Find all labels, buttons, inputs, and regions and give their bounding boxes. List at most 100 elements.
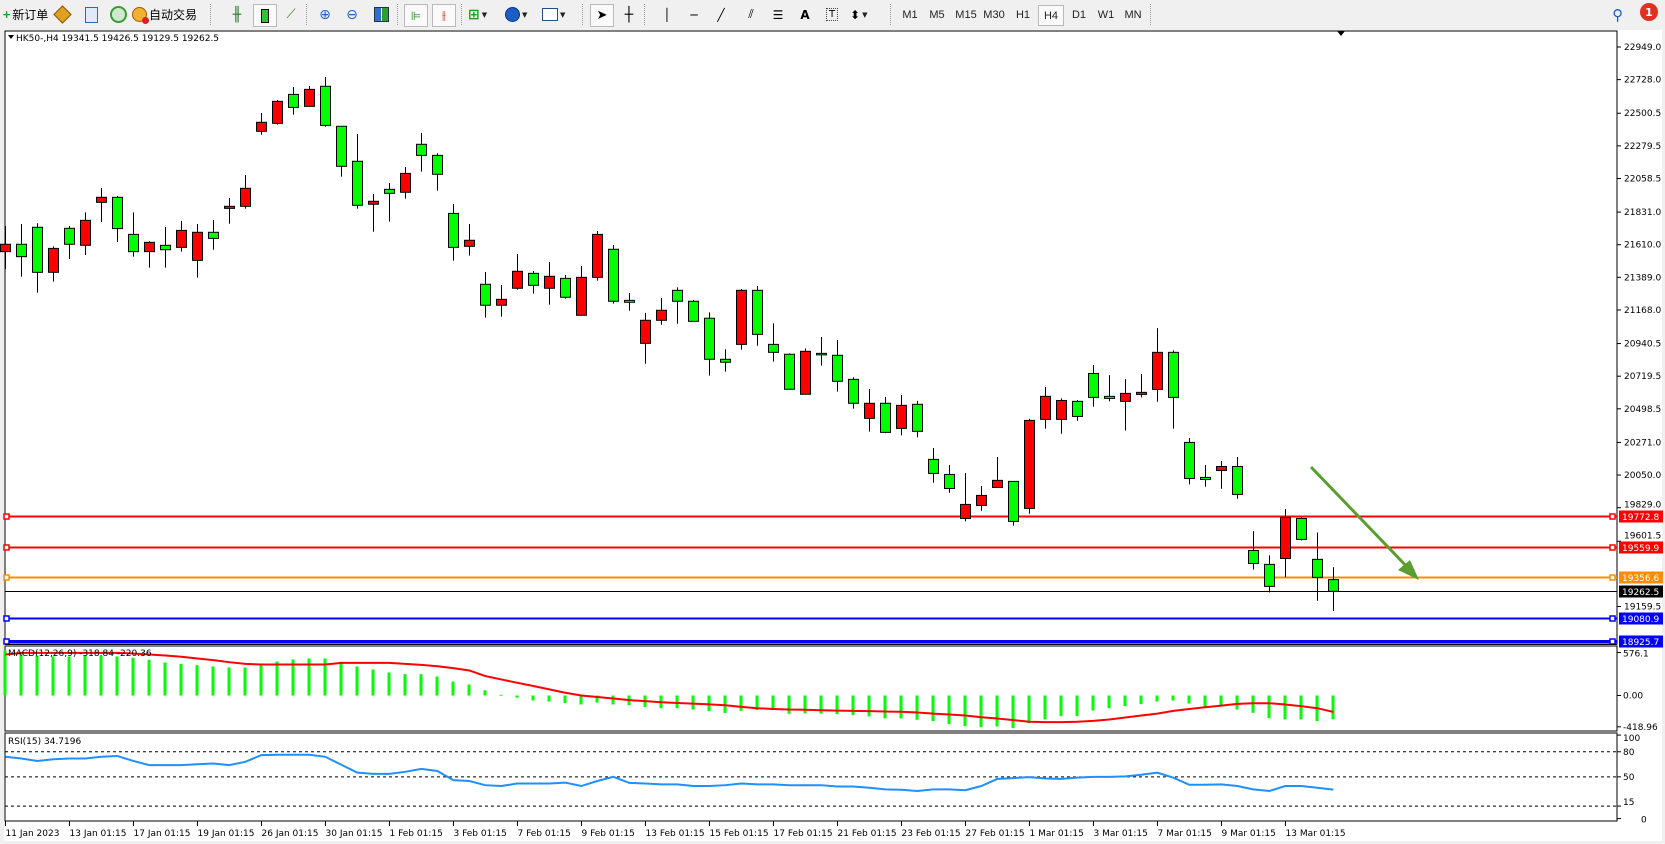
timeframe-h4[interactable]: H4 [1038, 5, 1064, 26]
macd-histogram-bar [99, 655, 103, 696]
candle [656, 298, 667, 325]
candle-body [192, 231, 203, 261]
candle-body [928, 458, 939, 474]
trend-arrow[interactable] [1309, 465, 1419, 580]
periods-dropdown[interactable]: ▼ [505, 4, 527, 25]
timeframe-m5[interactable]: M5 [929, 8, 945, 21]
price-line-label-bg [1619, 571, 1663, 584]
cursor-button[interactable]: ➤ [590, 4, 614, 27]
search-button[interactable]: ⚲ [1606, 4, 1628, 25]
time-label: 27 Feb 01:15 [966, 829, 1025, 839]
candle-body [912, 403, 923, 432]
macd-histogram-bar [595, 695, 599, 703]
collapse-triangle-icon[interactable] [8, 35, 14, 39]
timeframe-h1[interactable]: H1 [1015, 8, 1031, 21]
candle-body [1184, 441, 1195, 479]
candle [1248, 531, 1259, 570]
line-handle-left[interactable] [3, 513, 10, 520]
candle [128, 212, 139, 257]
toolbar-separator [397, 4, 400, 25]
market-watch-button[interactable] [51, 4, 73, 25]
auto-trading-button[interactable]: 自动交易 [132, 4, 197, 25]
candle [1168, 350, 1179, 429]
line-handle-right[interactable] [1609, 574, 1616, 581]
candle-body [1040, 395, 1051, 420]
candle-body [880, 402, 891, 433]
candle-body [1168, 351, 1179, 398]
timeframe-m30[interactable]: M30 [983, 8, 1005, 21]
notification-badge[interactable]: 1 [1640, 3, 1658, 21]
candle-body [992, 479, 1003, 488]
macd-histogram-bar [803, 695, 807, 714]
bar-chart-button[interactable]: ╫ [226, 4, 248, 25]
line-handle-right[interactable] [1609, 638, 1616, 645]
rsi-tick-label: 0 [1641, 816, 1647, 826]
macd-histogram-bar [195, 665, 199, 696]
candle-body [656, 309, 667, 321]
line-handle-right[interactable] [1609, 513, 1616, 520]
auto-trading-label: 自动交易 [149, 8, 198, 22]
candle-body [464, 239, 475, 247]
text-label-button[interactable]: T [821, 4, 843, 25]
rsi-tick-label: 50 [1623, 773, 1635, 783]
candlestick-chart-button[interactable] [253, 4, 277, 27]
candle-body [896, 404, 907, 429]
line-handle-left[interactable] [3, 574, 10, 581]
macd-histogram-bar [467, 684, 471, 696]
chevron-down-icon: ▼ [522, 10, 528, 19]
line-handle-right[interactable] [1609, 615, 1616, 622]
zoom-out-button[interactable]: ⊖ [341, 4, 363, 25]
data-window-button[interactable] [80, 4, 102, 25]
line-handle-left[interactable] [3, 615, 10, 622]
price-tick-label: 20498.5 [1624, 405, 1661, 415]
candle-body [288, 93, 299, 108]
line-chart-button[interactable]: ⟋ [280, 4, 302, 25]
macd-histogram-bar [1187, 695, 1191, 704]
candle [384, 182, 395, 222]
tile-windows-button[interactable] [370, 4, 392, 25]
candle-body [672, 289, 683, 302]
macd-histogram-bar [19, 654, 23, 696]
chart-window[interactable]: 22949.0 22728.0 22500.5 22279.5 22058.5 21831… [0, 29, 1665, 844]
candle [480, 272, 491, 318]
price-line-label: 19080.9 [1622, 615, 1659, 625]
timeframe-w1[interactable]: W1 [1097, 8, 1115, 21]
candle-body [768, 343, 779, 353]
fibonacci-button[interactable]: ☰ [767, 4, 789, 25]
macd-tick-label: 0.00 [1623, 692, 1643, 702]
arrows-dropdown[interactable]: ⬍ ▼ [850, 4, 867, 25]
text-button[interactable]: A [794, 4, 816, 25]
chart-shift-marker-icon[interactable] [1337, 31, 1345, 36]
candle-body [944, 473, 955, 489]
timeframe-d1[interactable]: D1 [1071, 8, 1087, 21]
timeframe-m1[interactable]: M1 [902, 8, 918, 21]
templates-dropdown[interactable]: ▼ [542, 4, 565, 25]
equidistant-channel-button[interactable]: ⫽ [740, 4, 762, 25]
price-line-label-bg [1619, 635, 1663, 648]
vertical-line-button[interactable]: │ [656, 4, 678, 25]
timeframe-mn[interactable]: MN [1124, 8, 1142, 21]
line-handle-left[interactable] [3, 638, 10, 645]
line-handle-right[interactable] [1609, 544, 1616, 551]
line-handle-left[interactable] [3, 544, 10, 551]
new-order-button[interactable]: + 新订单 [2, 4, 48, 25]
zoom-in-button[interactable]: ⊕ [314, 4, 336, 25]
signals-button[interactable] [107, 4, 129, 25]
time-label: 23 Feb 01:15 [902, 829, 961, 839]
candle [0, 225, 11, 270]
chart-shift-button[interactable]: ⫲ [432, 4, 456, 27]
price-tick-label: 19829.0 [1624, 501, 1661, 511]
candle-body [1280, 516, 1291, 559]
macd-histogram-bar [579, 695, 583, 705]
candle-body [592, 233, 603, 278]
trendline-button[interactable]: ╱ [710, 4, 732, 25]
candle-body [368, 200, 379, 205]
timeframe-m15[interactable]: M15 [955, 8, 977, 21]
auto-scroll-button[interactable]: ⊫ [404, 4, 428, 27]
macd-histogram-bar [275, 661, 279, 696]
indicators-dropdown[interactable]: ⊞ ▼ [468, 4, 487, 25]
macd-histogram-bar [1043, 695, 1047, 720]
horizontal-line-button[interactable]: ─ [683, 4, 705, 25]
crosshair-button[interactable]: ┼ [618, 4, 640, 25]
candle-body [800, 350, 811, 395]
